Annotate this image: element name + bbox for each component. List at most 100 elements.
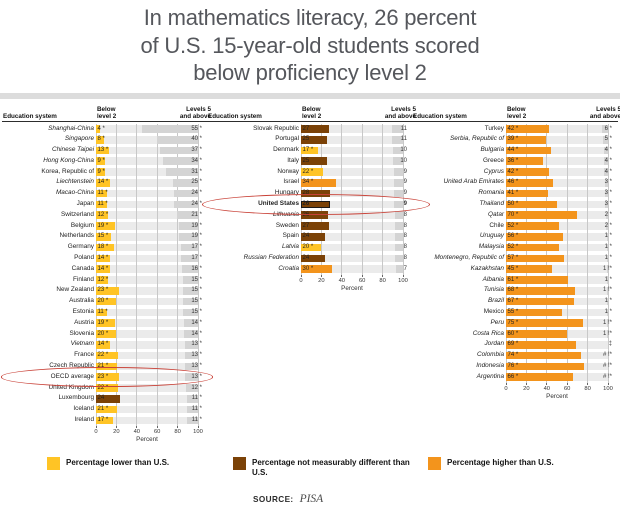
grid-line (177, 123, 179, 426)
table-row: Poland 14 * 17 * (2, 253, 208, 264)
education-system-name: Slovak Republic (253, 124, 299, 132)
levels5-value: 1 !* (602, 287, 612, 294)
education-system-name: Poland (74, 254, 94, 262)
axis-tick-mark (587, 382, 589, 385)
levels5-value: 55 * (191, 125, 202, 132)
below-level2-bar (301, 146, 319, 155)
levels5-bar (394, 254, 403, 263)
levels5-value: 8 (403, 233, 407, 240)
row-track (506, 125, 608, 133)
education-system-name: Denmark (273, 146, 299, 154)
row-plot: 23 * 15 * (96, 285, 202, 296)
below-level2-value: 12 * (97, 276, 109, 283)
row-plot: 41 * 3 * (506, 188, 612, 199)
row-plot: 30 * 7 (301, 264, 407, 275)
row-track (506, 265, 608, 274)
education-system-name: Italy (287, 156, 299, 164)
row-track (96, 395, 198, 403)
below-level2-bar (96, 416, 114, 425)
levels5-value: 8 (403, 222, 407, 229)
below-level2-bar (96, 362, 118, 371)
below-level2-bar (96, 211, 109, 220)
education-system-name: Macao-China (55, 189, 94, 197)
below-level2-value: 75 * (507, 319, 519, 326)
levels5-bar (178, 222, 198, 230)
levels5-bar (186, 405, 198, 414)
below-level2-value: 20 * (97, 330, 109, 337)
levels5-bar (172, 179, 198, 187)
levels5-value: # !* (602, 363, 612, 370)
below-level2-bar (506, 362, 584, 371)
source-label: SOURCE: (253, 495, 294, 504)
levels5-bar (183, 319, 198, 328)
source-line: SOURCE: PISA (253, 493, 323, 505)
row-track (301, 157, 403, 166)
education-system-name: Brazil (488, 297, 504, 305)
table-row: Romania 41 * 3 * (412, 188, 618, 199)
levels5-bar (394, 211, 403, 220)
legend-item: Percentage higher than U.S. (428, 457, 554, 470)
table-row: Tunisia 68 * 1 !* (412, 285, 618, 296)
header-line: level 2 (507, 112, 527, 120)
below-level2-value: 61 * (507, 276, 519, 283)
education-system-name: Hong Kong-China (43, 156, 94, 164)
axis-tick-label: 80 (584, 385, 591, 392)
below-level2-bar (506, 254, 565, 263)
below-level2-value: 41 * (507, 190, 519, 197)
below-level2-value: 14 * (97, 255, 109, 262)
levels5-bar (604, 179, 608, 187)
grid-line (587, 123, 589, 383)
axis-tick-label: 0 (94, 428, 98, 435)
table-row: Canada 14 * 16 * (2, 264, 208, 275)
axis-tick-mark (136, 425, 138, 428)
table-row: Montenegro, Republic of 57 * 1 * (412, 253, 618, 264)
row-plot: 76 * # !* (506, 361, 612, 372)
education-system-name: Greece (483, 156, 504, 164)
education-system-name: United Kingdom (48, 383, 94, 391)
education-system-name: Colombia (477, 351, 504, 359)
grid-lines (95, 123, 199, 426)
table-row: Qatar 70 * 2 * (412, 210, 618, 221)
below-level2-bar (301, 168, 324, 176)
row-track (96, 157, 198, 166)
table-row: Indonesia 76 * # !* (412, 361, 618, 372)
levels5-bar (184, 373, 198, 382)
education-system-name: Norway (277, 167, 299, 175)
axis-tick-mark (525, 382, 527, 385)
x-axis: 0 20 40 60 80 100 Percent (299, 274, 408, 293)
row-plot: 15 * 19 * (96, 231, 202, 242)
row-track (301, 222, 403, 230)
table-row: Greece 36 * 4 * (412, 156, 618, 167)
levels5-bar (394, 222, 403, 230)
below-level2-bar (506, 146, 551, 155)
axis-tick-mark (177, 425, 179, 428)
levels5-bar (166, 168, 198, 176)
row-track (506, 135, 608, 144)
below-level2-value: 18 * (97, 244, 109, 251)
levels5-bar (141, 125, 198, 133)
levels5-bar (182, 297, 198, 306)
below-level2-bar (506, 222, 560, 230)
axis-tick-label: 100 (398, 277, 408, 284)
below-level2-value: 56 * (507, 233, 519, 240)
x-axis: 0 20 40 60 80 100 Percent (94, 425, 203, 444)
below-level2-bar (96, 405, 118, 414)
below-level2-bar (96, 373, 120, 382)
grid-line (546, 123, 548, 383)
row-track (96, 243, 198, 252)
grid-line (341, 123, 343, 275)
row-plot: 55 * 1 * (506, 307, 612, 318)
below-level2-header: Below level 2 (302, 106, 321, 120)
axis-label: Percent (341, 285, 363, 293)
axis-tick-label: 100 (603, 385, 613, 392)
row-plot: 68 * 1 !* (506, 285, 612, 296)
below-level2-value: 22 * (97, 352, 109, 359)
table-row: Turkey 42 * 6 * (412, 124, 618, 135)
below-level2-value: 55 * (507, 309, 519, 316)
below-level2-bar (96, 384, 119, 392)
education-system-name: Singapore (64, 135, 94, 143)
levels5-bar (606, 276, 608, 284)
axis-tick-mark (341, 274, 343, 277)
education-system-name: Turkey (484, 124, 504, 132)
